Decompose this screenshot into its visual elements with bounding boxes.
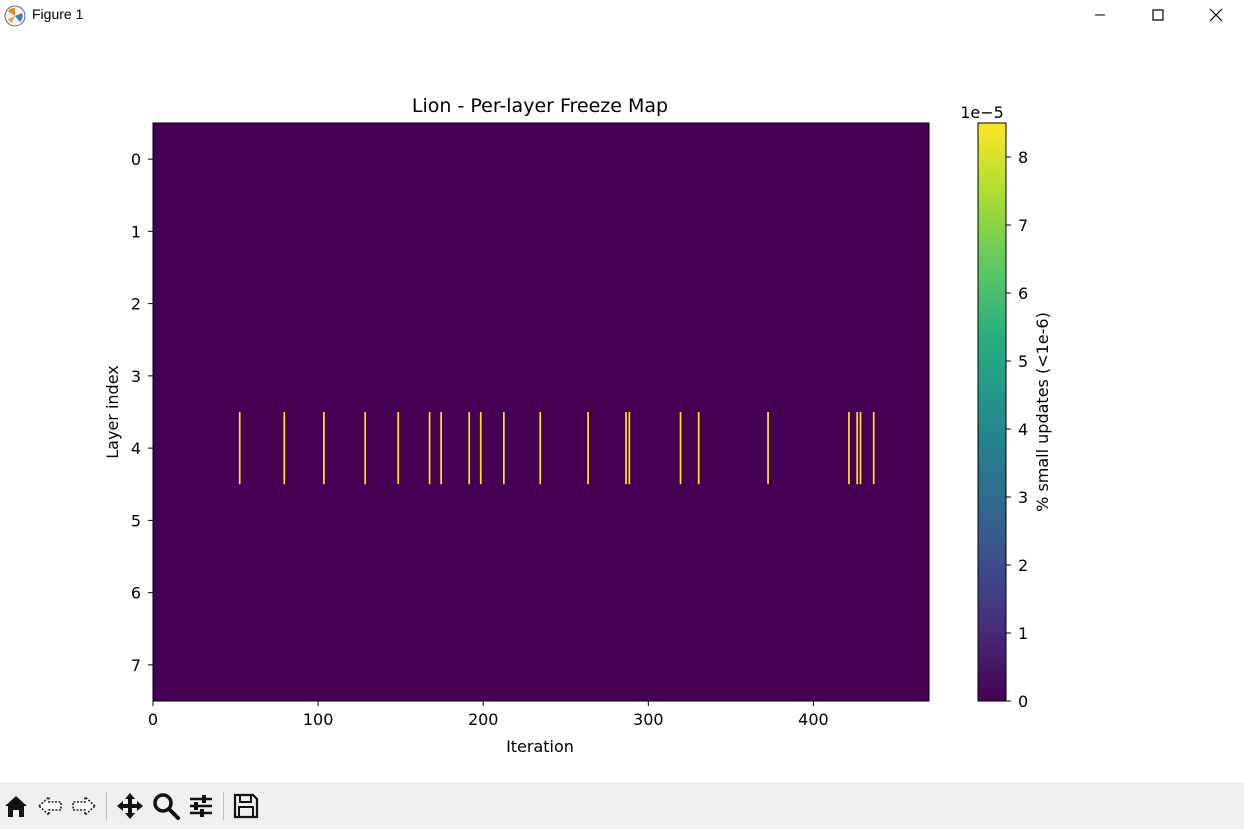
- forward-button[interactable]: [68, 790, 100, 822]
- window-titlebar: Figure 1: [0, 0, 1244, 33]
- y-tick-label: 6: [131, 584, 141, 603]
- heatmap-chart: Lion - Per-layer Freeze Map 0 100 200 300 40…: [103, 95, 1052, 756]
- minimize-icon: [1095, 14, 1105, 16]
- toolbar-separator: [106, 792, 107, 820]
- close-icon: [1209, 8, 1223, 22]
- colorbar-tick-label: 5: [1018, 352, 1028, 371]
- heatmap-cell: [697, 412, 700, 485]
- x-axis-label: Iteration: [506, 737, 574, 756]
- heatmap-cell: [479, 412, 482, 485]
- y-tick-label: 2: [131, 295, 141, 314]
- colorbar-tick-label: 1: [1018, 624, 1028, 643]
- heatmap-cell: [856, 412, 859, 485]
- y-tick-label: 4: [131, 439, 141, 458]
- heatmap-cell: [503, 412, 505, 485]
- y-tick-label: 1: [131, 222, 141, 241]
- plot-frame: [152, 122, 930, 702]
- back-button[interactable]: [34, 790, 66, 822]
- heatmap-cell: [238, 412, 241, 485]
- colorbar: [977, 122, 1007, 702]
- heatmap-cell: [679, 412, 682, 485]
- colorbar-tick-label: 0: [1018, 692, 1028, 711]
- toolbar-separator: [223, 792, 224, 820]
- minimize-button[interactable]: [1071, 0, 1129, 30]
- heatmap-cell: [625, 412, 627, 485]
- heatmap-cell: [587, 412, 589, 485]
- pan-icon: [117, 793, 143, 819]
- save-button[interactable]: [230, 790, 262, 822]
- y-tick-label: 5: [131, 511, 141, 530]
- app-icon: [4, 5, 26, 27]
- save-icon: [233, 793, 259, 819]
- y-tick-label: 7: [131, 656, 141, 675]
- x-tick-label: 100: [303, 710, 334, 729]
- forward-icon: [72, 795, 97, 817]
- heatmap-cell: [539, 412, 542, 485]
- zoom-icon: [153, 793, 180, 820]
- close-button[interactable]: [1187, 0, 1244, 30]
- colorbar-tick-label: 6: [1018, 284, 1028, 303]
- configure-icon: [190, 795, 212, 817]
- colorbar-tick-label: 4: [1018, 420, 1028, 439]
- heatmap-cell: [428, 412, 431, 485]
- home-button[interactable]: [0, 790, 32, 822]
- zoom-button[interactable]: [150, 790, 182, 822]
- heatmap-cell: [440, 412, 442, 485]
- maximize-button[interactable]: [1129, 0, 1187, 30]
- x-tick-label: 400: [798, 710, 829, 729]
- y-tick-label: 3: [131, 367, 141, 386]
- pan-button[interactable]: [114, 790, 146, 822]
- colorbar-tick-label: 8: [1018, 148, 1028, 167]
- x-tick-label: 0: [148, 710, 158, 729]
- maximize-icon: [1152, 9, 1164, 21]
- heatmap-cell: [397, 412, 400, 485]
- heatmap-cell: [767, 412, 769, 485]
- back-icon: [37, 795, 62, 817]
- heatmap-cell: [848, 412, 850, 485]
- y-tick-label: 0: [131, 150, 141, 169]
- colorbar-label: % small updates (<1e-6): [1033, 312, 1052, 512]
- heatmap-cell: [283, 412, 286, 485]
- configure-button[interactable]: [185, 790, 217, 822]
- heatmap-cell: [859, 412, 862, 485]
- colorbar-tick-label: 2: [1018, 556, 1028, 575]
- heatmap-cell: [628, 412, 631, 485]
- colorbar-tick-label: 3: [1018, 488, 1028, 507]
- home-icon: [5, 796, 27, 817]
- colorbar-tick-label: 7: [1018, 216, 1028, 235]
- heatmap-cell: [364, 412, 367, 485]
- heatmap-cell: [468, 412, 471, 485]
- window-title: Figure 1: [32, 6, 84, 22]
- heatmap-cell: [323, 412, 325, 485]
- y-axis-label: Layer index: [103, 365, 122, 458]
- x-tick-label: 300: [633, 710, 664, 729]
- x-tick-label: 200: [468, 710, 499, 729]
- colorbar-offset-text: 1e−5: [960, 103, 1004, 122]
- chart-title: Lion - Per-layer Freeze Map: [412, 95, 668, 117]
- figure-canvas: Lion - Per-layer Freeze Map 0 100 200 300 40…: [0, 33, 1244, 782]
- heatmap-cell: [872, 412, 875, 485]
- navigation-toolbar: [0, 782, 1244, 829]
